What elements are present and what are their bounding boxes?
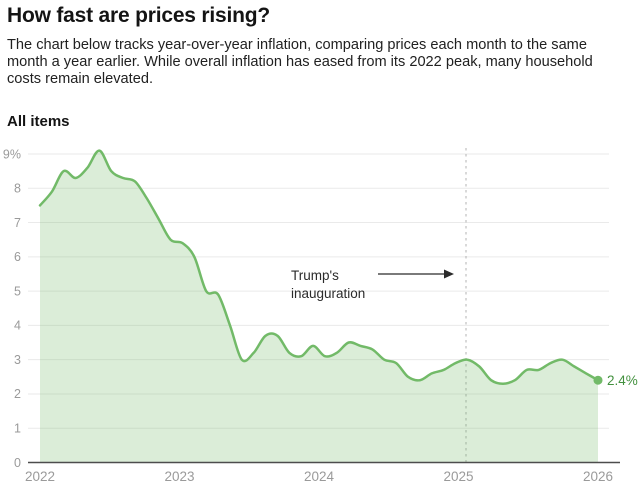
inflation-area-fill (40, 150, 598, 463)
latest-value-label: 2.4% (607, 373, 638, 388)
y-axis-tick-label: 7 (14, 216, 21, 230)
x-axis-tick-label: 2024 (304, 469, 335, 484)
x-axis-tick-label: 2023 (164, 469, 194, 484)
inflation-line (38, 149, 600, 385)
x-axis-tick-label: 2025 (443, 469, 473, 484)
series-label: All items (7, 113, 70, 130)
chart-description: The chart below tracks year-over-year in… (7, 37, 593, 88)
annotation-line1: Trump's (291, 268, 339, 283)
y-axis-tick-label: 1 (14, 422, 21, 436)
x-axis-tick-label: 2026 (583, 469, 613, 484)
y-axis-tick-label: 3 (14, 353, 21, 367)
y-axis-tick-label: 0 (14, 456, 21, 470)
y-axis-tick-label: 4 (14, 319, 21, 333)
latest-value-dot (593, 375, 603, 385)
x-axis-tick-label: 2022 (25, 469, 55, 484)
annotation-arrow-head (444, 269, 454, 279)
annotation-line2: inauguration (291, 286, 365, 301)
y-axis-tick-label: 2 (14, 387, 21, 401)
y-axis-tick-label: 6 (14, 250, 21, 264)
inflation-area-chart: 9% 8 7 6 5 4 3 2 1 0 2022 2023 2024 2025 2026 Trump's in… (3, 147, 638, 484)
y-axis-tick-label: 8 (14, 182, 21, 196)
y-axis-tick-label: 5 (14, 284, 21, 298)
page-title: How fast are prices rising? (7, 4, 271, 27)
y-axis-tick-label: 9% (3, 147, 21, 161)
